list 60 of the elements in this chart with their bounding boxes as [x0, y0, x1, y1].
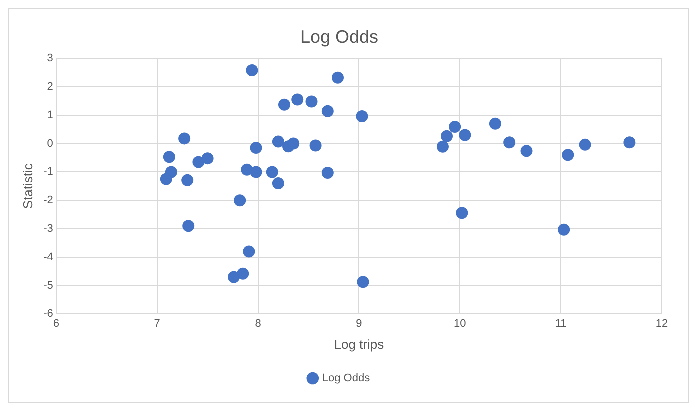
point: [246, 64, 258, 77]
y-tick-label: 1: [47, 109, 54, 122]
point: [322, 167, 334, 180]
point: [178, 132, 191, 145]
point: [202, 152, 214, 165]
point: [192, 156, 205, 168]
point: [356, 110, 368, 123]
point: [436, 140, 449, 153]
point: [558, 224, 570, 236]
legend-label: Log Odds: [322, 372, 371, 385]
point: [322, 105, 334, 118]
y-tick-label: -6: [44, 308, 54, 320]
x-tick-label: 12: [656, 318, 668, 330]
point: [237, 268, 250, 280]
point: [266, 166, 278, 178]
point: [288, 138, 300, 150]
point: [292, 94, 304, 106]
y-axis-title: Statistic: [20, 163, 36, 210]
x-tick-label: 10: [454, 318, 466, 330]
point: [272, 136, 284, 148]
point: [520, 145, 533, 158]
point: [160, 173, 172, 186]
chart-title: Log Odds: [300, 26, 379, 47]
point: [449, 121, 462, 134]
y-tick-label: -3: [44, 223, 54, 236]
point: [228, 271, 240, 284]
y-tick-label: -1: [44, 166, 54, 178]
point: [243, 246, 256, 258]
y-tick-label: 3: [47, 52, 54, 65]
point: [357, 276, 370, 288]
point: [234, 194, 246, 207]
x-tick-label: 7: [154, 318, 160, 330]
point: [579, 138, 592, 151]
point: [182, 220, 195, 232]
y-tick-label: 0: [47, 138, 54, 150]
y-tick-label: -5: [44, 280, 54, 292]
point: [182, 174, 194, 186]
x-axis-title: Log trips: [334, 336, 385, 352]
point: [504, 136, 516, 149]
y-tick-label: -4: [44, 251, 54, 264]
point: [489, 118, 502, 130]
point: [250, 166, 262, 178]
point: [310, 140, 322, 152]
point: [163, 151, 176, 164]
point: [456, 207, 468, 220]
point: [562, 149, 574, 162]
point: [459, 129, 472, 142]
point: [250, 142, 262, 154]
point: [441, 130, 454, 142]
point: [306, 96, 318, 108]
point: [278, 98, 290, 111]
y-tick-label: 2: [47, 81, 54, 94]
x-tick-label: 8: [255, 318, 262, 330]
point: [272, 178, 284, 190]
x-tick-label: 6: [53, 318, 60, 330]
y-tick-label: -2: [44, 194, 54, 207]
point: [332, 72, 344, 84]
x-tick-label: 9: [356, 318, 362, 330]
x-tick-label: 11: [555, 318, 567, 330]
point: [624, 136, 636, 149]
